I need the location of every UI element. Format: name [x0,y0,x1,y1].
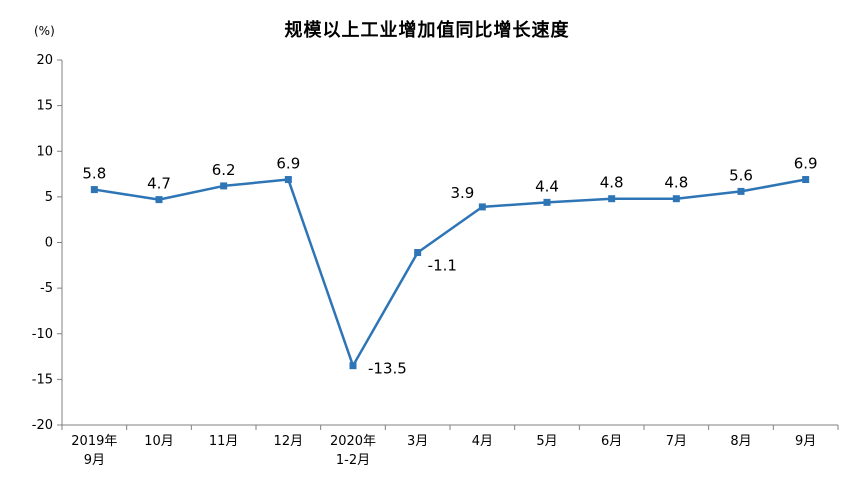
data-line [93,178,807,367]
y-axis-tick-label: 0 [45,236,53,251]
y-axis-tick-label: 15 [36,99,53,114]
x-axis-category-label: 4月 [472,434,493,449]
x-axis-category-label: 2020年 1-2月 [330,434,376,468]
data-point-label: 4.8 [600,174,624,192]
y-axis-tick-label: -20 [32,418,53,433]
y-axis-unit-label: (%) [34,24,55,38]
data-point-marker [543,198,551,206]
data-point-marker [672,195,680,203]
data-point-label: 3.9 [450,184,474,202]
y-axis-tick-label: -5 [40,281,53,296]
data-point-marker [349,362,357,370]
data-point-marker [220,182,228,190]
x-axis-category-label: 5月 [536,434,557,449]
data-point-marker [284,176,292,184]
x-axis-category-label: 7月 [666,434,687,449]
data-point-label: 6.9 [276,155,300,173]
data-point-label: 4.8 [664,174,688,192]
data-point-label: 6.9 [794,155,818,173]
x-axis-category-label: 8月 [730,434,751,449]
x-axis-category-label: 2019年 9月 [71,434,117,468]
data-point-label: 5.6 [729,166,753,184]
data-point-label: 4.4 [535,177,559,195]
x-axis-category-label: 10月 [144,434,174,449]
y-axis-tick-label: 10 [36,144,53,159]
data-point-marker [608,195,616,203]
x-axis-category-label: 9月 [795,434,816,449]
data-point-label: 6.2 [212,161,236,179]
chart-title: 规模以上工业增加值同比增长速度 [284,20,570,41]
y-axis-tick-label: -10 [32,327,53,342]
y-axis-tick-label: 5 [45,190,53,205]
x-axis-category-label: 12月 [274,434,304,449]
x-axis-category-label: 6月 [601,434,622,449]
data-point-marker [737,187,745,195]
data-point-marker [802,176,810,184]
data-point-label: 4.7 [147,175,171,193]
data-point-marker [414,249,422,257]
x-axis-category-label: 11月 [209,434,239,449]
data-point-marker [90,186,98,194]
y-axis-tick-label: 20 [36,53,53,68]
data-point-marker [478,203,486,211]
data-point-marker [155,196,163,204]
data-point-label: -13.5 [368,360,407,378]
data-point-label: 5.8 [82,165,106,183]
data-point-label: -1.1 [428,257,457,275]
x-axis-category-label: 3月 [407,434,428,449]
y-axis-tick-label: -15 [32,372,53,387]
